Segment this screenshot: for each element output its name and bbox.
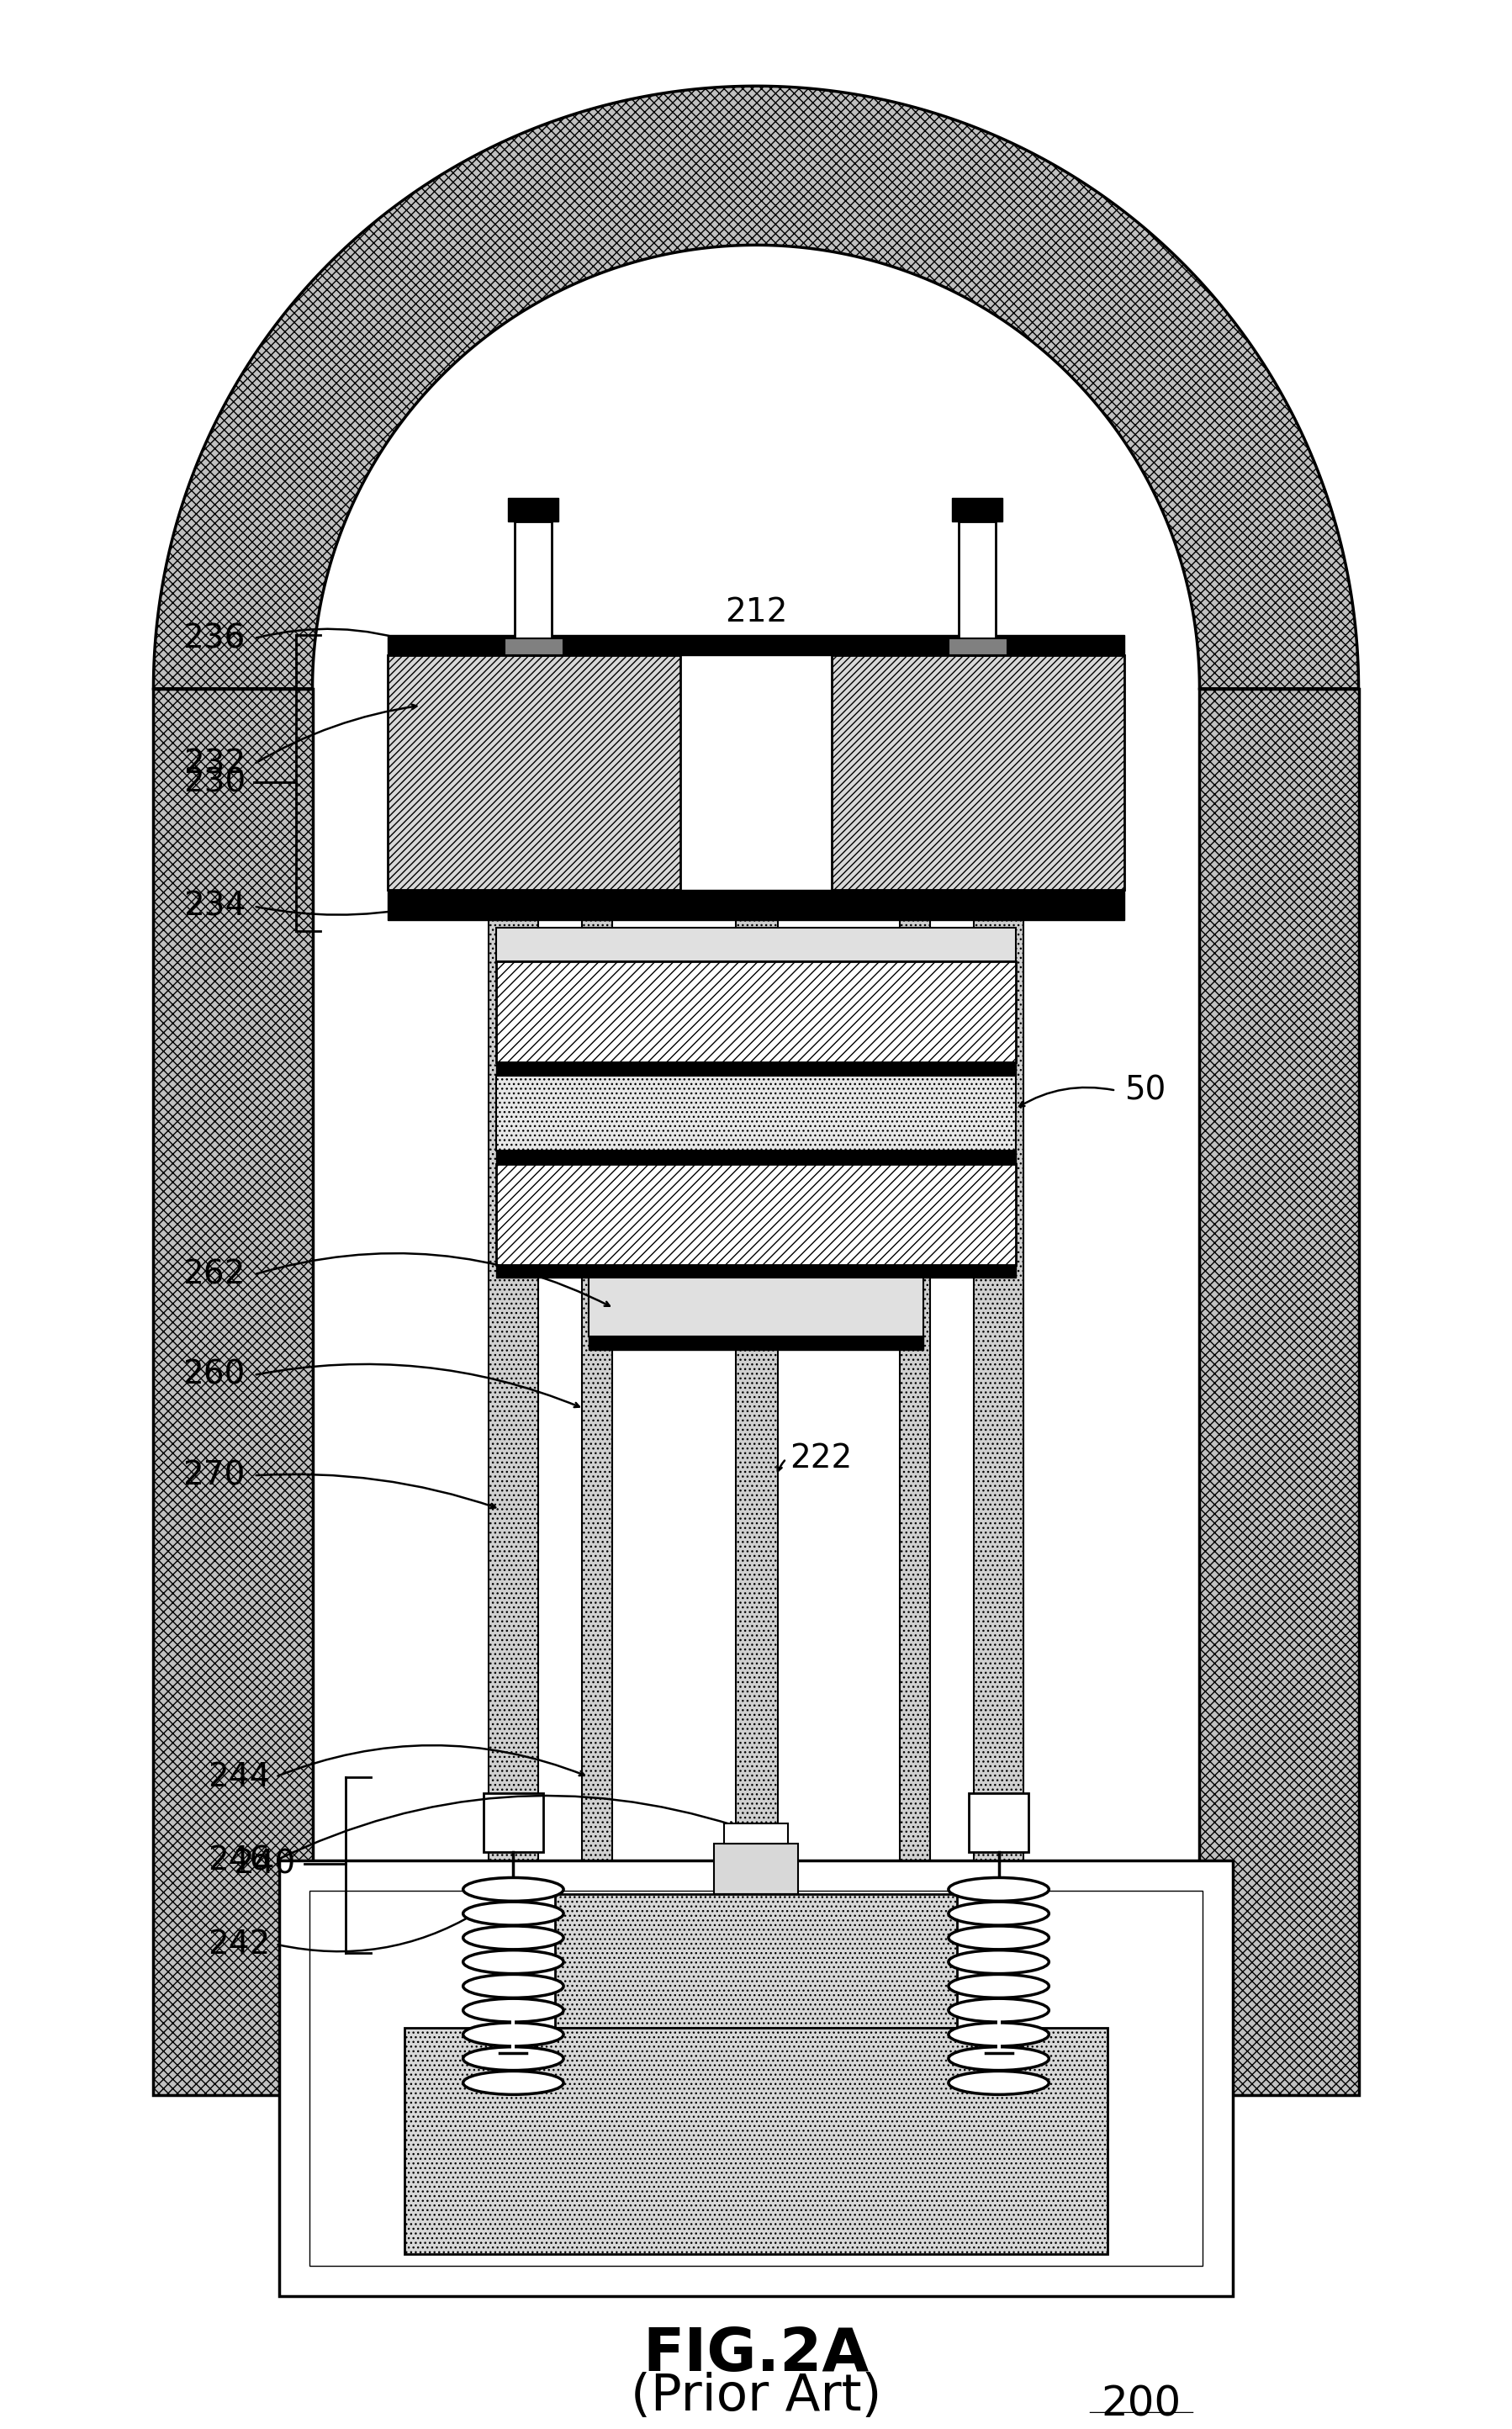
Bar	[153, 690, 313, 2094]
Ellipse shape	[463, 2023, 564, 2045]
Text: 212: 212	[724, 598, 788, 629]
Ellipse shape	[463, 1902, 564, 1926]
Bar	[974, 921, 1024, 1861]
Bar	[308, 1890, 1204, 2266]
Polygon shape	[153, 85, 1359, 690]
Bar	[496, 1076, 1016, 1151]
Bar	[496, 1266, 1016, 1278]
Bar	[387, 656, 680, 889]
Bar	[953, 498, 1002, 522]
Bar	[496, 928, 1016, 962]
Bar	[405, 2028, 1107, 2254]
Bar	[832, 656, 1125, 889]
Ellipse shape	[463, 1950, 564, 1975]
Ellipse shape	[948, 2023, 1049, 2045]
Bar	[900, 921, 930, 1861]
Bar	[736, 921, 777, 1844]
Bar	[555, 1895, 957, 2028]
Circle shape	[490, 2016, 537, 2062]
Bar	[505, 639, 564, 656]
Text: 236: 236	[183, 622, 245, 653]
Bar	[969, 1793, 1028, 1853]
Ellipse shape	[948, 2048, 1049, 2070]
Circle shape	[975, 2016, 1022, 2062]
Bar	[387, 634, 1125, 656]
Text: 244: 244	[209, 1761, 271, 1793]
Bar	[496, 1061, 1016, 1076]
Bar	[588, 1336, 924, 1351]
Bar	[280, 1861, 1232, 2295]
Text: 270: 270	[183, 1460, 245, 1491]
Bar	[488, 921, 538, 1861]
Ellipse shape	[948, 1975, 1049, 1997]
Text: 232: 232	[183, 748, 245, 780]
Bar	[516, 522, 552, 656]
Ellipse shape	[948, 1902, 1049, 1926]
Bar	[387, 889, 1125, 921]
Bar	[582, 921, 612, 1861]
Text: FIG.2A: FIG.2A	[643, 2325, 869, 2383]
Bar	[724, 1824, 788, 1844]
Ellipse shape	[948, 1878, 1049, 1902]
Bar	[1199, 690, 1359, 2094]
Bar	[496, 962, 1016, 1061]
Ellipse shape	[463, 1999, 564, 2021]
Bar	[313, 85, 1199, 2094]
Text: (Prior Art): (Prior Art)	[631, 2371, 881, 2422]
Bar	[508, 498, 558, 522]
Text: 234: 234	[183, 891, 245, 923]
Bar	[714, 1844, 798, 1895]
Bar	[948, 639, 1007, 656]
Ellipse shape	[463, 1926, 564, 1950]
Text: 246: 246	[209, 1844, 271, 1878]
Bar	[484, 1793, 543, 1853]
Ellipse shape	[948, 1999, 1049, 2021]
Ellipse shape	[948, 1950, 1049, 1975]
Text: 260: 260	[183, 1360, 245, 1392]
Ellipse shape	[463, 1975, 564, 1997]
Ellipse shape	[948, 1926, 1049, 1950]
Text: 222: 222	[789, 1443, 851, 1474]
Bar	[496, 1163, 1016, 1266]
Ellipse shape	[463, 2048, 564, 2070]
Bar	[588, 1278, 924, 1336]
Text: 242: 242	[209, 1929, 271, 1960]
Text: 200: 200	[1101, 2385, 1181, 2424]
Text: 230: 230	[183, 768, 245, 799]
Ellipse shape	[948, 2072, 1049, 2094]
Ellipse shape	[463, 1878, 564, 1902]
Ellipse shape	[463, 2072, 564, 2094]
Text: 50: 50	[1125, 1074, 1166, 1108]
Bar	[959, 522, 995, 656]
Text: 262: 262	[183, 1258, 245, 1290]
Text: 240: 240	[233, 1848, 296, 1880]
Bar	[496, 1151, 1016, 1163]
